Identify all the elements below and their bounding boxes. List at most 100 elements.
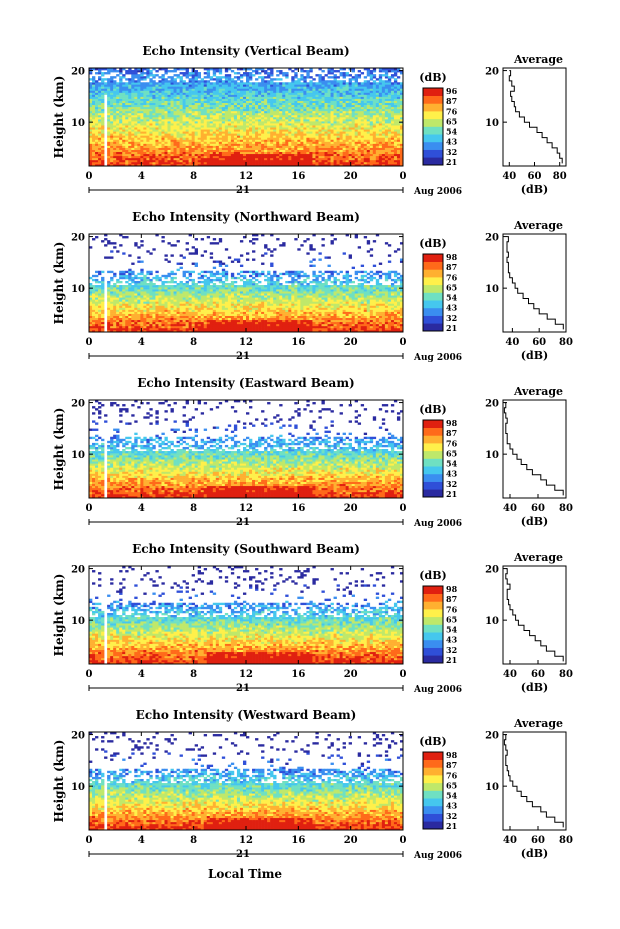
x-tick-label: 20 [344,835,358,846]
colorbar-tick-label: 65 [446,282,457,292]
average-frame [502,731,567,831]
date-label: 21 [236,185,250,196]
colorbar-tick-label: 65 [446,448,457,458]
y-axis-label: Height (km) [52,740,66,823]
colorbar-frame [422,253,444,332]
average-y-tick-label: 20 [485,67,499,78]
y-axis-label: Height (km) [52,574,66,657]
colorbar-tick-label: 32 [446,313,457,323]
y-tick-label: 20 [71,399,85,410]
average-y-tick-label: 10 [485,782,499,793]
x-tick-label: 0 [86,503,93,514]
y-tick-label: 10 [71,616,85,627]
colorbar-tick-label: 76 [446,604,458,614]
colorbar-segment [423,481,443,490]
x-tick-label: 16 [291,835,305,846]
colorbar-tick-label: 98 [446,584,458,594]
colorbar-segment [423,790,443,799]
colorbar-segment [423,450,443,459]
colorbar-segment [423,632,443,641]
colorbar-frame [422,585,444,664]
average-x-tick-label: 40 [503,669,517,680]
average-x-tick-label: 60 [531,503,545,514]
colorbar-tick-label: 54 [446,127,458,137]
x-tick-label: 0 [400,503,407,514]
date-label: 21 [236,517,250,528]
colorbar-segment [423,284,443,293]
colorbar-tick-label: 76 [446,106,458,116]
colorbar-segment [423,466,443,475]
colorbar-tick-label: 87 [446,760,457,770]
colorbar-segment [423,292,443,301]
average-x-tick-label: 60 [528,171,542,182]
y-tick-label: 10 [71,450,85,461]
colorbar-unit: (dB) [419,735,446,748]
y-tick-label: 10 [71,118,85,129]
colorbar-segment [423,427,443,436]
x-tick-label: 4 [138,337,145,348]
average-x-tick-label: 80 [559,835,573,846]
colorbar-segment [423,323,443,332]
colorbar-tick-label: 21 [446,157,457,167]
colorbar-segment [423,141,443,150]
average-x-tick-label: 80 [559,503,573,514]
average-y-tick-label: 20 [485,565,499,576]
average-x-tick-label: 80 [553,171,567,182]
average-title: Average [513,717,563,730]
x-tick-label: 16 [291,669,305,680]
colorbar-tick-label: 65 [446,614,457,624]
x-tick-label: 0 [86,337,93,348]
colorbar-segment [423,118,443,127]
colorbar-tick-label: 76 [446,770,458,780]
x-axis-label-local-time: Local Time [208,867,282,881]
average-x-label: (dB) [521,847,548,860]
colorbar-segment [423,473,443,482]
colorbar-segment [423,609,443,618]
colorbar-segment [423,254,443,262]
average-profile-line [503,734,564,828]
colorbar-tick-label: 87 [446,96,457,106]
average-frame [502,233,567,333]
colorbar-tick-label: 43 [446,303,458,313]
average-title: Average [513,53,563,66]
average-title: Average [513,551,563,564]
colorbar-segment [423,315,443,324]
colorbar-segment [423,752,443,760]
y-tick-label: 10 [71,284,85,295]
y-tick-label: 10 [71,782,85,793]
colorbar-tick-label: 87 [446,594,457,604]
average-x-tick-label: 80 [559,337,573,348]
x-tick-label: 8 [190,171,197,182]
average-frame [502,399,567,499]
colorbar-unit: (dB) [419,403,446,416]
average-x-tick-label: 60 [531,669,545,680]
colorbar-segment [423,775,443,784]
x-tick-label: 4 [138,171,145,182]
x-tick-label: 0 [400,337,407,348]
colorbar-tick-label: 76 [446,438,458,448]
x-tick-label: 0 [400,171,407,182]
colorbar-frame [422,419,444,498]
average-profile-line [503,402,564,496]
colorbar-segment [423,111,443,120]
average-y-tick-label: 10 [485,616,499,627]
colorbar-segment [423,489,443,498]
y-axis-label: Height (km) [52,408,66,491]
heatmap-field [89,68,404,167]
average-x-label: (dB) [521,681,548,694]
date-label: 21 [236,849,250,860]
x-tick-label: 0 [86,669,93,680]
colorbar-tick-label: 54 [446,293,458,303]
colorbar-segment [423,277,443,286]
colorbar-tick-label: 21 [446,489,457,499]
y-tick-label: 20 [71,731,85,742]
colorbar-segment [423,593,443,602]
x-tick-label: 20 [344,171,358,182]
x-tick-label: 0 [400,669,407,680]
average-profile-line [505,568,564,662]
x-tick-label: 12 [239,835,253,846]
colorbar-tick-label: 54 [446,625,458,635]
colorbar-tick-label: 21 [446,323,457,333]
panel-title: Echo Intensity (Eastward Beam) [137,376,354,390]
colorbar-segment [423,134,443,143]
